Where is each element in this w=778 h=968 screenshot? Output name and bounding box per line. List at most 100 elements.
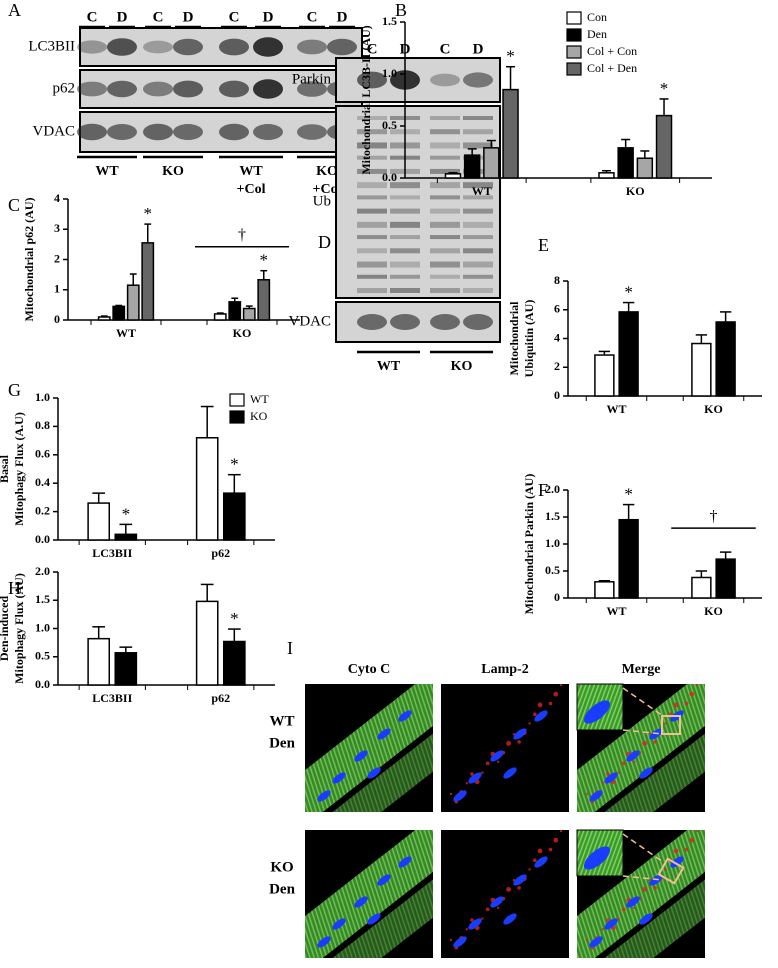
- fiber: [305, 848, 433, 958]
- blot-band: [463, 235, 493, 240]
- blot-band: [357, 71, 387, 89]
- row-label: WT: [269, 713, 294, 729]
- y-tick-label: 2: [54, 251, 60, 265]
- panel-letter: H: [8, 578, 21, 598]
- blot-band: [357, 168, 387, 174]
- nucleus: [354, 750, 368, 762]
- lysosome: [606, 918, 610, 922]
- group-label: KO: [162, 164, 184, 179]
- nucleus: [468, 918, 482, 930]
- lane-label: D: [337, 9, 348, 25]
- blot-band: [357, 208, 387, 214]
- y-axis-label: Mitophagy Flux (AU): [12, 573, 26, 684]
- lysosome: [537, 848, 543, 854]
- x-tick-label: KO: [704, 604, 723, 618]
- lysosome: [559, 684, 563, 687]
- blot-band: [430, 248, 460, 254]
- significance-mark: *: [624, 484, 633, 503]
- lysosome: [689, 837, 695, 843]
- legend-swatch: [566, 62, 582, 76]
- panel-letter: A: [8, 0, 21, 20]
- lysosome: [512, 732, 516, 736]
- micrograph-content: [305, 684, 433, 812]
- blot-band: [357, 314, 387, 330]
- nucleus: [317, 790, 331, 802]
- y-tick-label: 1.0: [545, 536, 560, 550]
- y-tick-label: 0.5: [35, 649, 50, 663]
- bar: [691, 576, 712, 599]
- blot-band: [430, 261, 460, 268]
- x-tick-label: LC3BII: [92, 691, 132, 705]
- micrograph-content: [449, 830, 563, 950]
- lysosome: [533, 858, 537, 862]
- nucleus: [354, 896, 368, 908]
- inset-nucleus: [583, 700, 611, 724]
- blot-band: [107, 124, 137, 140]
- bar: [715, 558, 736, 599]
- bar: [114, 652, 138, 686]
- nucleus: [513, 874, 527, 886]
- blot-band: [430, 314, 460, 330]
- nucleus: [604, 918, 618, 930]
- nucleus: [398, 710, 412, 722]
- nucleus: [468, 772, 482, 784]
- lysosome: [695, 684, 699, 687]
- row-label: p62: [53, 80, 76, 96]
- zoom-line: [622, 729, 664, 735]
- lysosome: [621, 761, 626, 766]
- fiber: [577, 702, 705, 812]
- panel-letter: E: [538, 235, 549, 255]
- nucleus: [317, 936, 331, 948]
- bar: [257, 279, 271, 321]
- group-significance: †: [238, 226, 246, 243]
- significance-mark: *: [624, 282, 633, 301]
- blot-band: [357, 116, 387, 120]
- lysosome: [585, 792, 589, 796]
- lysosome: [481, 917, 484, 920]
- blot-band: [219, 123, 249, 141]
- y-axis-label: Basal: [0, 454, 11, 483]
- y-tick-label: 4: [54, 191, 60, 205]
- y-tick-label: 0.0: [35, 677, 50, 691]
- lane-label: D: [263, 9, 274, 25]
- blot-band: [463, 261, 493, 268]
- significance-mark: *: [660, 79, 669, 98]
- y-tick-label: 1.0: [35, 620, 50, 634]
- y-tick-label: 1.0: [382, 66, 397, 80]
- blot-band: [253, 79, 283, 99]
- lysosome: [449, 938, 453, 942]
- nucleus: [503, 767, 517, 779]
- lysosome: [506, 886, 512, 892]
- micrograph: [441, 830, 569, 958]
- fiber: [577, 684, 705, 812]
- blot-band: [143, 40, 173, 54]
- bar: [126, 284, 140, 321]
- blot-band: [430, 208, 460, 214]
- lysosome: [632, 760, 636, 764]
- blot-band: [253, 124, 283, 140]
- blot-band: [463, 248, 493, 254]
- significance-mark: *: [506, 47, 515, 66]
- group-significance: †: [710, 508, 718, 525]
- bar: [617, 147, 634, 179]
- nucleus: [377, 874, 391, 886]
- y-axis-label: Mitochondrial Parkin (AU): [522, 474, 536, 615]
- significance-mark: *: [122, 504, 131, 523]
- group-label: WT: [239, 164, 263, 179]
- bar: [222, 492, 246, 541]
- bar: [112, 305, 126, 321]
- blot-band: [463, 208, 493, 214]
- blot-band: [463, 288, 493, 293]
- nucleus: [639, 913, 653, 925]
- blot-band: [463, 221, 493, 228]
- y-tick-label: 0.2: [35, 503, 50, 517]
- blot-band: [430, 195, 460, 200]
- blot-band: [357, 274, 387, 279]
- blot-band: [219, 38, 249, 56]
- lysosome: [528, 722, 531, 725]
- significance-mark: *: [260, 251, 269, 270]
- blot-band: [430, 116, 460, 120]
- blot-band: [430, 129, 460, 135]
- lane-label: C: [440, 41, 451, 57]
- lysosome: [664, 722, 667, 725]
